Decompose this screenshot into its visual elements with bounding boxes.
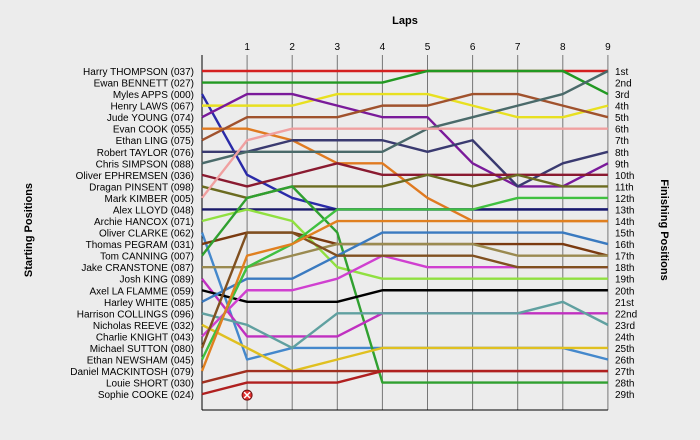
starting-driver-label: Archie HANCOX (071)	[94, 217, 194, 228]
starting-driver-label: Thomas PEGRAM (031)	[86, 240, 194, 251]
x-tick-label: 6	[470, 42, 476, 53]
x-tick-label: 5	[425, 42, 431, 53]
lines-layer	[200, 69, 609, 401]
x-tick-label: 8	[560, 42, 566, 53]
series-line	[201, 127, 608, 199]
x-tick-label: 1	[244, 42, 250, 53]
x-tick-label: 2	[289, 42, 295, 53]
starting-driver-label: Henry LAWS (067)	[110, 102, 194, 113]
finishing-position-label: 3rd	[615, 90, 629, 101]
starting-driver-label: Tom CANNING (007)	[100, 252, 194, 263]
starting-driver-label: Evan COOK (055)	[113, 125, 194, 136]
finishing-position-label: 4th	[615, 102, 629, 113]
starting-driver-label: Jake CRANSTONE (087)	[81, 263, 194, 274]
series-line	[202, 69, 609, 96]
finishing-position-label: 29th	[615, 390, 634, 401]
series-line	[200, 219, 608, 372]
series-line	[202, 242, 608, 269]
starting-driver-label: Sophie COOKE (024)	[98, 390, 194, 401]
starting-driver-label: Ethan NEWSHAM (045)	[87, 356, 194, 367]
series-line	[201, 208, 608, 280]
series-line	[201, 369, 608, 396]
series-line	[201, 162, 608, 188]
finishing-position-label: 22nd	[615, 309, 637, 320]
starting-driver-label: Oliver EPHREMSEN (036)	[76, 171, 194, 182]
starting-driver-label: Charlie KNIGHT (043)	[96, 332, 194, 343]
finishing-position-label: 8th	[615, 148, 629, 159]
finishing-position-label: 18th	[615, 263, 634, 274]
series-line	[201, 323, 608, 373]
finishing-position-label: 13th	[615, 205, 634, 216]
series-line	[201, 69, 609, 165]
finishing-position-label: 25th	[615, 344, 634, 355]
finishing-position-label: 5th	[615, 113, 629, 124]
series-line	[201, 231, 609, 303]
finishing-position-label: 26th	[615, 356, 634, 367]
finishing-position-label: 11th	[615, 182, 634, 193]
series-line	[200, 196, 608, 361]
y-axis-right-title: Finishing Positions	[658, 179, 670, 280]
finishing-position-label: 27th	[615, 367, 634, 378]
starting-driver-label: Louie SHORT (030)	[106, 379, 194, 390]
series-line	[200, 231, 608, 349]
finishing-position-label: 23rd	[615, 321, 635, 332]
starting-driver-label: Mark KIMBER (005)	[105, 194, 194, 205]
starting-driver-label: Michael SUTTON (080)	[90, 344, 194, 355]
series-line	[201, 92, 609, 188]
finishing-position-label: 15th	[615, 229, 634, 240]
starting-driver-label: Myles APPS (000)	[113, 90, 194, 101]
finishing-position-label: 9th	[615, 159, 629, 170]
finishing-position-label: 12th	[615, 194, 634, 205]
y-axis-left-title: Starting Positions	[23, 183, 35, 277]
series-line	[202, 92, 609, 119]
series-line	[201, 277, 608, 338]
finishing-position-label: 17th	[615, 252, 634, 263]
finishing-position-label: 16th	[615, 240, 634, 251]
finishing-position-label: 2nd	[615, 79, 632, 90]
starting-driver-label: Oliver CLARKE (062)	[99, 229, 194, 240]
x-tick-label: 7	[515, 42, 521, 53]
finishing-position-label: 6th	[615, 125, 629, 136]
finishing-position-label: 10th	[615, 171, 634, 182]
starting-driver-label: Jude YOUNG (074)	[107, 113, 194, 124]
starting-driver-label: Harry THOMPSON (037)	[83, 67, 194, 78]
starting-driver-label: Dragan PINSENT (098)	[89, 182, 194, 193]
x-tick-label: 4	[380, 42, 386, 53]
finishing-position-label: 21st	[615, 298, 634, 309]
x-tick-label: 9	[605, 42, 611, 53]
starting-driver-label: Josh KING (089)	[120, 275, 194, 286]
finishing-position-label: 24th	[615, 332, 634, 343]
starting-driver-label: Axel LA FLAMME (059)	[90, 286, 194, 297]
starting-driver-label: Nicholas REEVE (032)	[93, 321, 194, 332]
finishing-position-label: 14th	[615, 217, 634, 228]
starting-driver-label: Harrison COLLINGS (096)	[77, 309, 194, 320]
starting-driver-label: Daniel MACKINTOSH (079)	[70, 367, 194, 378]
chart-title: Laps	[392, 15, 418, 27]
finishing-position-label: 19th	[615, 275, 634, 286]
series-line	[201, 185, 608, 384]
finishing-position-label: 7th	[615, 136, 629, 147]
finishing-position-label: 28th	[615, 379, 634, 390]
series-line	[201, 369, 608, 384]
retired-marker-icon	[241, 389, 253, 401]
starting-driver-label: Robert TAYLOR (076)	[97, 148, 194, 159]
labels-layer: 1 2 3 4 5 6 7 8 9 Harry THOMPSON (037)Ewan BENNET…	[70, 42, 637, 401]
finishing-position-label: 1st	[615, 67, 629, 78]
starting-driver-label: Alex LLOYD (048)	[113, 205, 194, 216]
starting-driver-label: Ethan LING (075)	[116, 136, 194, 147]
starting-driver-label: Harley WHITE (085)	[104, 298, 194, 309]
series-line	[201, 300, 609, 350]
finishing-position-label: 20th	[615, 286, 634, 297]
x-tick-label: 3	[335, 42, 341, 53]
starting-driver-label: Ewan BENNETT (027)	[94, 79, 194, 90]
starting-driver-label: Chris SIMPSON (088)	[96, 159, 194, 170]
series-line	[201, 289, 608, 303]
